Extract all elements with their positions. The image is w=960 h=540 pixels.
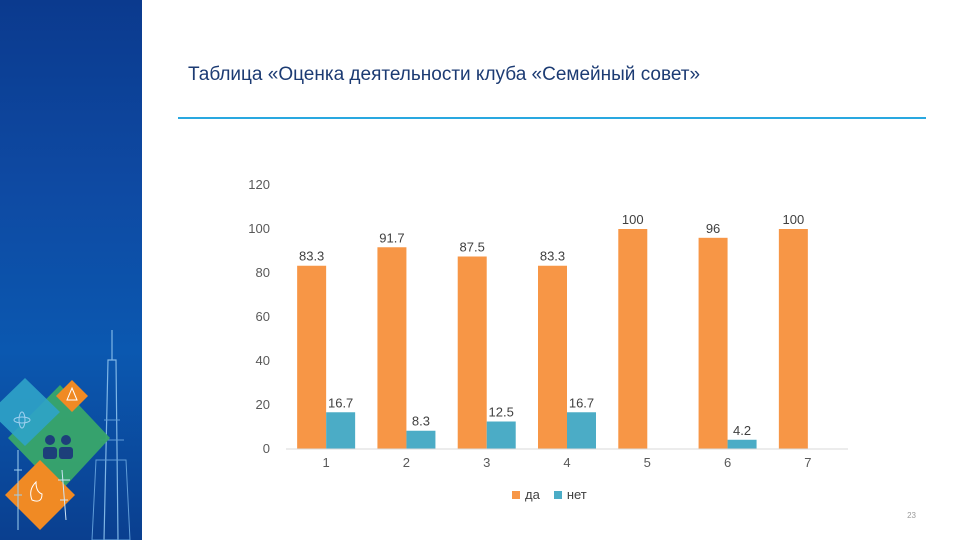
bar-da [698,237,728,449]
y-tick-label: 40 [256,353,270,368]
tower-icon [91,330,131,540]
warning-icon [66,386,78,401]
legend-item-da: да [512,487,540,502]
side-band-art [0,330,131,540]
bar-da [538,265,567,449]
bar-da [457,256,487,449]
data-label: 16.7 [328,395,353,410]
legend-swatch-da [512,490,520,499]
orange-diamond-shape [5,460,75,530]
bar-da [377,247,407,449]
data-label: 96 [706,221,720,236]
bar-da [297,265,327,449]
legend-label-net: нет [566,487,587,502]
y-tick-label: 0 [263,441,270,456]
y-tick-label: 20 [256,397,270,412]
y-axis: 0 20 40 60 80 100 120 [248,177,270,456]
x-tick-label: 4 [563,455,570,470]
data-label: 16.7 [569,395,594,410]
data-labels-group: 83.3 16.7 91.7 8.3 87.5 12.5 83.3 16.7 100 96 4.2 1… [299,212,804,438]
title-underline [178,117,926,119]
data-label: 100 [622,212,644,227]
legend-item-net: нет [553,487,587,502]
y-tick-label: 60 [256,309,270,324]
data-label: 4.2 [733,423,751,438]
bar-net [486,421,516,449]
decorative-side-band [0,0,142,540]
bar-net [406,430,436,449]
flame-icon [30,480,43,502]
x-tick-label: 7 [804,455,811,470]
family-icon [43,435,73,459]
data-label: 100 [783,212,805,227]
x-tick-label: 5 [644,455,651,470]
x-tick-label: 2 [403,455,410,470]
x-tick-label: 6 [724,455,731,470]
data-label: 8.3 [412,414,430,429]
green-diamond-shape [8,385,110,492]
slide-title: Таблица «Оценка деятельности клуба «Семе… [188,64,701,85]
bars-group [297,229,808,449]
data-label: 87.5 [460,240,485,255]
y-tick-label: 100 [248,221,270,236]
bar-net [727,439,757,449]
legend-swatch-net [553,490,562,499]
chart-legend: да нет [512,487,601,502]
bar-da [778,229,808,449]
legend-label-da: да [525,487,540,502]
y-tick-label: 80 [256,265,270,280]
atom-icon [13,411,31,429]
data-label: 91.7 [379,230,404,245]
bar-net [567,412,596,449]
x-tick-label: 1 [323,455,330,470]
data-label: 83.3 [540,249,565,264]
x-tick-label: 3 [483,455,490,470]
data-label: 12.5 [489,405,514,420]
y-tick-label: 120 [248,177,270,192]
x-axis: 1 2 3 4 5 6 7 [286,448,848,470]
data-label: 83.3 [299,249,324,264]
page-number: 23 [907,511,916,520]
bar-net [326,412,356,449]
bar-da [618,229,648,449]
